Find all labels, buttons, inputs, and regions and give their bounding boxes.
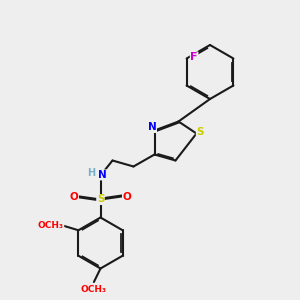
Text: N: N (98, 170, 106, 180)
Text: F: F (190, 52, 198, 62)
Text: OCH₃: OCH₃ (38, 221, 64, 230)
Text: H: H (87, 167, 95, 178)
Text: S: S (97, 194, 104, 205)
Text: OCH₃: OCH₃ (80, 285, 106, 294)
Text: S: S (196, 127, 204, 137)
Text: N: N (148, 122, 157, 133)
Text: O: O (70, 191, 79, 202)
Text: O: O (122, 191, 131, 202)
